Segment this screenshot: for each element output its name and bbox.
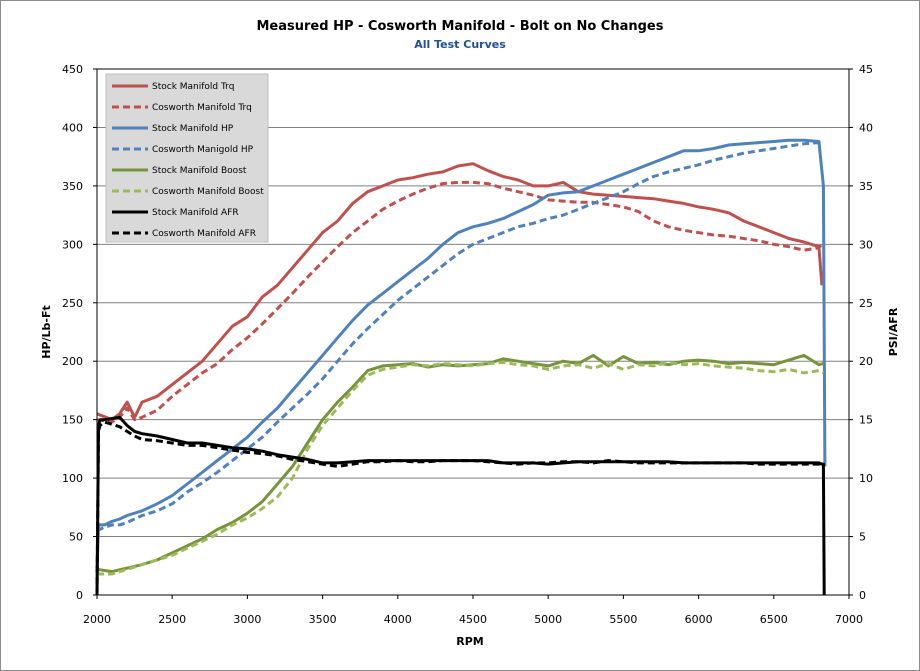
- legend-label-stock-manifold-boost: Stock Manifold Boost: [152, 166, 247, 176]
- y-tick-label: 250: [62, 297, 83, 310]
- series-line-stock-manifold-trq: [96, 162, 824, 422]
- x-tick-label: 2000: [83, 613, 111, 626]
- y2-tick-label: 0: [859, 589, 866, 602]
- y-tick-label: 400: [62, 121, 83, 134]
- series-line-cosworth-manigold-hp: [96, 141, 823, 533]
- legend-box: [105, 73, 269, 243]
- tick-labels: 2000 2500 3000 3500 4000 4500 5000 5500 6000 6500…: [62, 63, 873, 626]
- series-line-stock-manifold-hp: [95, 138, 827, 572]
- y2-tick-label: 45: [859, 63, 873, 76]
- y2-tick-label: 25: [859, 297, 873, 310]
- y2-tick-label: 35: [859, 180, 873, 193]
- chart-title: Measured HP - Cosworth Manifold - Bolt o…: [257, 19, 664, 34]
- legend-label-cosworth-manifold-afr: Cosworth Manifold AFR: [152, 229, 256, 239]
- x-tick-label: 3500: [309, 613, 337, 626]
- x-tick-label: 3000: [233, 613, 261, 626]
- x-tick-label: 6000: [685, 613, 713, 626]
- y-tick-label: 450: [62, 63, 83, 76]
- y-tick-label: 100: [62, 472, 83, 485]
- y-tick-label: 150: [62, 414, 83, 427]
- series-layer: [95, 138, 827, 596]
- x-tick-label: 7000: [835, 613, 863, 626]
- y2-tick-label: 10: [859, 472, 873, 485]
- y-axis-label: HP/Lb-Ft: [40, 305, 53, 359]
- y2-tick-label: 40: [859, 121, 873, 134]
- legend-label-stock-manifold-hp: Stock Manifold HP: [152, 124, 234, 134]
- legend-label-stock-manifold-afr: Stock Manifold AFR: [152, 208, 239, 218]
- legend-items: Stock Manifold Trq Cosworth Manifold Trq S…: [112, 82, 264, 239]
- x-tick-label: 2500: [158, 613, 186, 626]
- legend-label-stock-manifold-trq: Stock Manifold Trq: [152, 82, 234, 92]
- legend-label-cosworth-manigold-hp: Cosworth Manigold HP: [152, 145, 254, 155]
- y2-axis-label: PSI/AFR: [887, 307, 900, 356]
- x-tick-label: 6500: [760, 613, 788, 626]
- series-line-cosworth-manifold-afr: [95, 420, 822, 596]
- y2-tick-label: 15: [859, 414, 873, 427]
- x-tick-label: 4500: [459, 613, 487, 626]
- series-line-stock-manifold-afr: [95, 415, 826, 596]
- series-line-stock-manifold-boost: [96, 353, 824, 574]
- y-tick-label: 200: [62, 355, 83, 368]
- legend-label-cosworth-manifold-trq: Cosworth Manifold Trq: [152, 103, 252, 113]
- legend: Stock Manifold Trq Cosworth Manifold Trq S…: [105, 73, 269, 243]
- y-tick-label: 0: [76, 589, 83, 602]
- chart-subtitle: All Test Curves: [414, 38, 506, 51]
- series-line-cosworth-manifold-trq: [96, 180, 824, 424]
- x-tick-label: 4000: [384, 613, 412, 626]
- x-axis-label: RPM: [456, 635, 483, 648]
- x-tick-label: 5500: [609, 613, 637, 626]
- y-tick-label: 300: [62, 238, 83, 251]
- y-tick-label: 50: [69, 531, 83, 544]
- y2-tick-label: 20: [859, 355, 873, 368]
- y-tick-label: 350: [62, 180, 83, 193]
- legend-label-cosworth-manifold-boost: Cosworth Manifold Boost: [152, 187, 264, 197]
- y2-tick-label: 5: [859, 531, 866, 544]
- y2-tick-label: 30: [859, 238, 873, 251]
- x-tick-label: 5000: [534, 613, 562, 626]
